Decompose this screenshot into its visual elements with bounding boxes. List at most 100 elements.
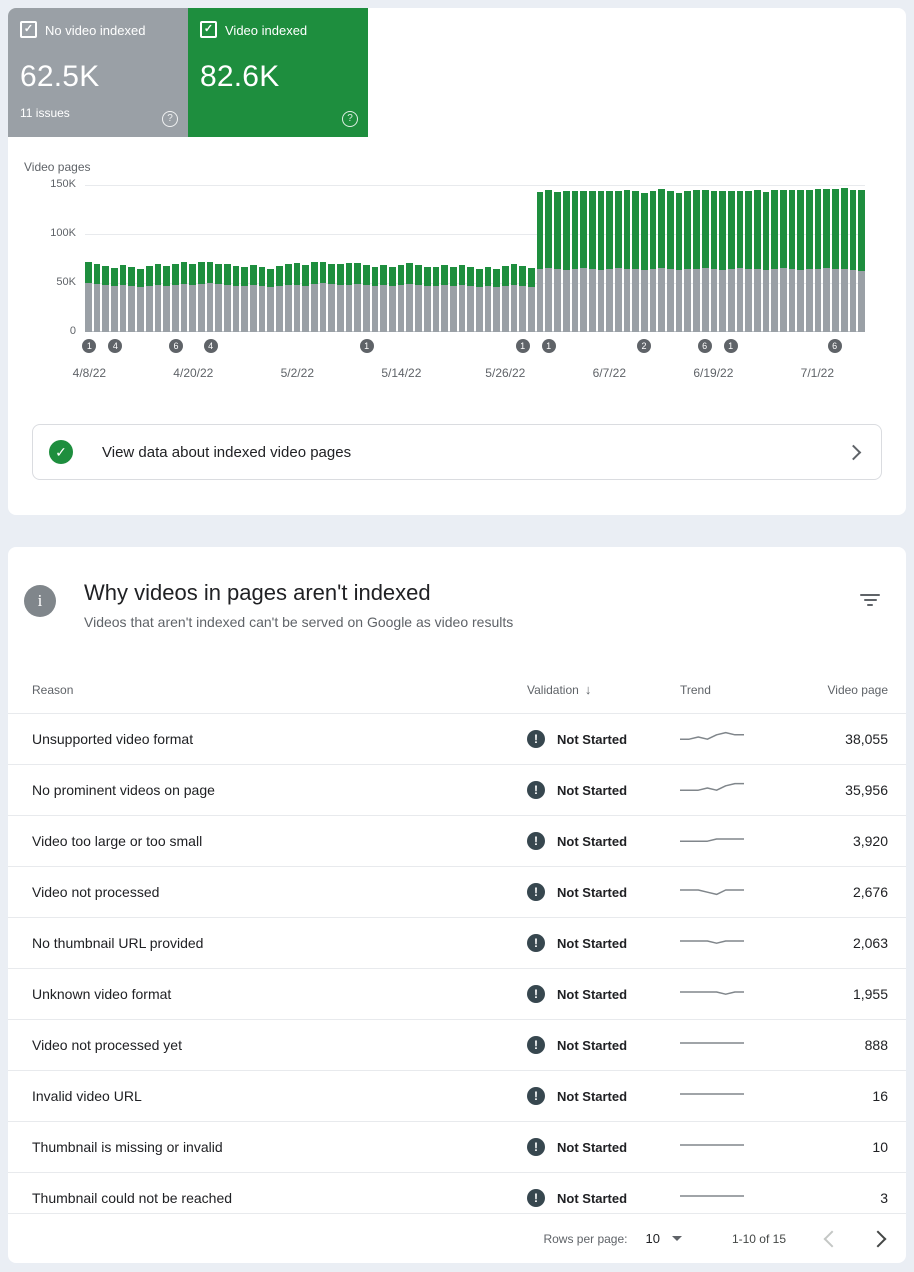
gridline-baseline — [85, 331, 865, 332]
x-tick-label: 5/2/22 — [280, 366, 314, 380]
bar-segment-not-indexed — [528, 286, 535, 332]
view-indexed-data-button[interactable]: ✓ View data about indexed video pages — [32, 424, 882, 480]
reason-cell: Video not processed yet — [32, 1037, 182, 1053]
stacked-bar — [93, 264, 101, 332]
stacked-bar — [137, 269, 144, 332]
sort-desc-icon: ↓ — [584, 682, 592, 697]
validation-cell: ! Not Started — [527, 832, 680, 850]
header-video-page[interactable]: Video page — [827, 682, 888, 697]
stacked-bar — [328, 264, 335, 332]
bar-segment-indexed — [397, 265, 405, 285]
table-row[interactable]: No thumbnail URL provided! Not Started 2,0… — [8, 917, 906, 968]
bar-segment-indexed — [145, 266, 153, 286]
stat-box-no-video-indexed[interactable]: ✓ No video indexed 62.5K 11 issues ? — [8, 8, 188, 137]
table-row[interactable]: Unknown video format! Not Started 1,955 — [8, 968, 906, 1019]
bar-segment-not-indexed — [632, 269, 639, 332]
bar-segment-not-indexed — [727, 269, 735, 332]
bar-segment-not-indexed — [389, 285, 396, 332]
table-row[interactable]: Thumbnail is missing or invalid! Not Star… — [8, 1121, 906, 1172]
stacked-bar — [780, 189, 787, 332]
stacked-bar — [588, 190, 596, 332]
no-video-indexed-checkbox[interactable]: ✓ — [20, 21, 37, 38]
table-row[interactable]: Video not processed yet! Not Started 888 — [8, 1019, 906, 1070]
stacked-bar — [458, 265, 466, 332]
stacked-bar — [641, 192, 648, 332]
bar-segment-indexed — [102, 266, 110, 285]
stacked-bar — [241, 267, 249, 332]
previous-page-button[interactable] — [823, 1230, 841, 1247]
stat-value: 62.5K — [20, 60, 100, 93]
annotation-marker[interactable]: 1 — [723, 339, 738, 353]
annotation-marker[interactable]: 1 — [359, 339, 374, 353]
video-indexed-checkbox[interactable]: ✓ — [200, 21, 217, 38]
bar-segment-indexed — [719, 190, 726, 271]
bar-segment-indexed — [380, 265, 388, 285]
bar-segment-not-indexed — [371, 285, 379, 332]
annotation-marker[interactable]: 2 — [637, 339, 652, 353]
header-reason[interactable]: Reason — [32, 682, 74, 697]
stacked-bar — [658, 188, 666, 332]
annotation-marker[interactable]: 4 — [108, 339, 123, 353]
chevron-right-icon — [845, 444, 862, 460]
bar-segment-not-indexed — [806, 269, 813, 332]
bar-segment-not-indexed — [145, 285, 153, 332]
stacked-bar — [154, 264, 162, 332]
help-icon[interactable]: ? — [162, 111, 178, 127]
stacked-bar — [449, 267, 457, 332]
bar-segment-not-indexed — [180, 284, 188, 332]
bar-segment-indexed — [189, 264, 196, 285]
annotation-marker[interactable]: 6 — [697, 339, 712, 353]
stacked-bar — [250, 265, 257, 332]
filter-icon[interactable] — [860, 594, 880, 608]
help-icon[interactable]: ? — [342, 111, 358, 127]
bar-segment-not-indexed — [171, 285, 179, 332]
bar-segment-indexed — [354, 263, 361, 284]
table-row[interactable]: Thumbnail could not be reached! Not Start… — [8, 1172, 906, 1223]
rows-per-page-select[interactable]: 10 — [645, 1231, 682, 1246]
table-row[interactable]: Unsupported video format! Not Started 38,0… — [8, 713, 906, 764]
annotation-marker[interactable]: 6 — [169, 339, 184, 353]
validation-cell: ! Not Started — [527, 883, 680, 901]
bar-segment-indexed — [389, 267, 396, 286]
table-row[interactable]: Video too large or too small ! Not Started… — [8, 815, 906, 866]
bar-segment-indexed — [250, 265, 257, 285]
reason-cell: Video too large or too small — [32, 833, 203, 849]
bar-segment-not-indexed — [736, 268, 744, 332]
stacked-bar — [788, 189, 796, 332]
exclamation-icon: ! — [527, 934, 545, 952]
exclamation-icon: ! — [527, 1138, 545, 1156]
annotation-marker[interactable]: 6 — [827, 339, 842, 353]
stat-box-video-indexed[interactable]: ✓ Video indexed 82.6K ? — [188, 8, 368, 137]
bar-segment-not-indexed — [780, 268, 787, 332]
validation-cell: ! Not Started — [527, 985, 680, 1003]
next-page-button[interactable] — [869, 1230, 887, 1247]
annotation-marker[interactable]: 1 — [541, 339, 556, 353]
stacked-bar — [771, 189, 778, 332]
header-validation[interactable]: Validation ↓ — [527, 682, 680, 697]
video-page-count: 10 — [872, 1139, 888, 1155]
bar-segment-not-indexed — [197, 284, 205, 332]
annotation-marker[interactable]: 4 — [203, 339, 218, 353]
bar-segment-not-indexed — [215, 284, 222, 332]
bar-segment-indexed — [580, 190, 587, 269]
issues-count: 11 issues — [20, 106, 70, 120]
bar-segment-indexed — [302, 265, 309, 286]
stacked-bar — [371, 267, 379, 332]
stacked-bar — [571, 190, 579, 332]
table-row[interactable]: No prominent videos on page! Not Started 3… — [8, 764, 906, 815]
table-row[interactable]: Video not processed! Not Started 2,676 — [8, 866, 906, 917]
bar-segment-not-indexed — [467, 285, 474, 332]
stacked-bar — [528, 268, 535, 332]
trend-sparkline — [680, 983, 810, 1005]
bar-segment-not-indexed — [319, 283, 327, 332]
bar-segment-indexed — [293, 263, 301, 285]
stacked-bar — [519, 266, 527, 332]
annotation-marker[interactable]: 1 — [515, 339, 530, 353]
header-validation-label: Validation — [527, 683, 579, 697]
table-row[interactable]: Invalid video URL! Not Started 16 — [8, 1070, 906, 1121]
header-trend[interactable]: Trend — [680, 682, 711, 697]
stacked-bar — [319, 262, 327, 332]
validation-status: Not Started — [557, 833, 628, 849]
annotation-marker[interactable]: 1 — [82, 339, 97, 353]
bar-segment-indexed — [232, 266, 240, 286]
